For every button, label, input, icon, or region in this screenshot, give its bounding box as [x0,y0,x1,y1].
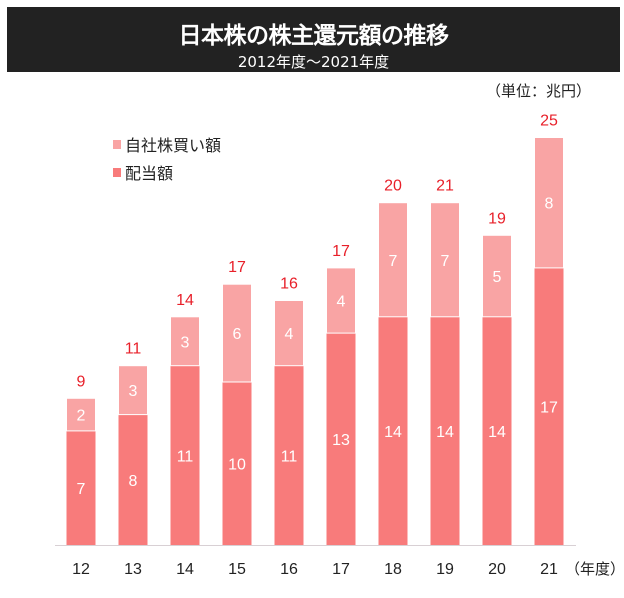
x-tick-label: 18 [384,561,402,578]
data-label: 3 [181,334,190,351]
total-label: 21 [436,178,454,195]
x-tick-label: 16 [280,561,298,578]
data-label: 8 [129,473,138,490]
total-label: 17 [332,243,350,260]
data-label: 8 [545,196,554,213]
x-tick-label: 19 [436,561,454,578]
bar-segment-buyback [66,397,96,432]
bar-segment-buyback [170,316,200,367]
bar-segment-dividend [482,316,512,545]
bar-segment-buyback [274,300,304,367]
data-label: 10 [228,457,246,474]
bar-segment-buyback [222,283,252,383]
data-label: 14 [488,424,506,441]
data-label: 6 [233,326,242,343]
bar-segment-buyback [534,137,564,269]
data-label: 5 [493,269,502,286]
x-axis-suffix: （年度） [565,560,624,578]
bar-segment-buyback [378,202,408,318]
x-tick-label: 15 [228,561,246,578]
data-label: 14 [384,424,402,441]
data-label: 4 [337,294,346,311]
bar-segment-dividend [118,414,148,545]
unit-label: （単位：兆円） [486,82,592,100]
bar-segment-dividend [66,430,96,545]
total-label: 16 [280,276,298,293]
total-label: 17 [228,259,246,276]
bar-segment-dividend [274,365,304,545]
x-tick-label: 20 [488,561,506,578]
bar-segment-buyback [118,365,148,416]
total-label: 11 [125,341,142,358]
chart-title: 日本株の株主還元額の推移 [178,23,450,49]
total-label: 9 [77,373,86,390]
x-tick-label: 21 [540,561,558,578]
data-label: 11 [281,448,298,465]
total-label: 14 [176,292,194,309]
x-tick-label: 14 [176,561,194,578]
legend-item-buyback: 自社株買い額 [113,132,221,156]
legend-label-buyback: 自社株買い額 [125,136,222,155]
bar-segment-buyback [326,267,356,334]
bar-segment-dividend [222,382,252,545]
chart-subtitle: 2012年度～2021年度 [237,53,390,71]
bar-segment-dividend [326,333,356,545]
data-label: 7 [77,481,86,498]
data-label: 11 [177,448,194,465]
data-label: 7 [389,253,398,270]
legend-label-dividend: 配当額 [125,164,174,183]
legend-item-dividend: 配当額 [113,160,173,184]
data-label: 7 [441,253,450,270]
total-label: 25 [540,113,558,130]
bar-segment-dividend [378,316,408,545]
bar-segment-dividend [170,365,200,545]
bar-segment-dividend [430,316,460,545]
x-tick-label: 13 [124,561,142,578]
total-label: 20 [384,178,402,195]
x-tick-label: 12 [72,561,90,578]
title-bar: 日本株の株主還元額の推移 2012年度～2021年度 [7,7,620,72]
data-label: 4 [285,326,294,343]
data-label: 13 [332,432,350,449]
bar-segment-dividend [534,267,564,545]
legend-swatch-dividend [113,167,121,177]
bar-segment-buyback [482,234,512,318]
x-tick-label: 17 [332,561,350,578]
bar-segment-buyback [430,202,460,318]
data-label: 2 [77,408,86,425]
total-label: 19 [488,210,506,227]
legend-swatch-buyback [113,139,121,149]
data-label: 14 [436,424,454,441]
data-label: 3 [129,383,138,400]
data-label: 17 [540,399,558,416]
